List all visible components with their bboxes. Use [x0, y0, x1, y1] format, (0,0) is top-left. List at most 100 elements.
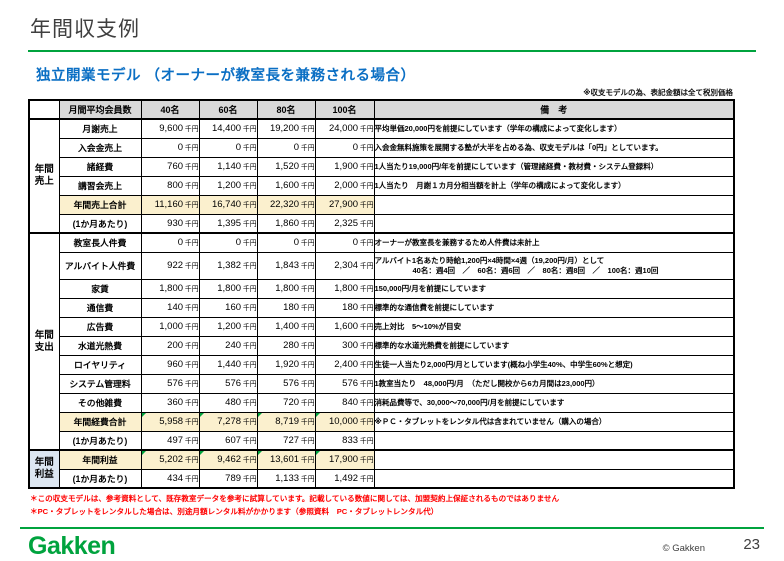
footnote-line: ＊この収支モデルは、参考資料として、既存教室データを参考に試算しています。記載し…	[30, 494, 560, 503]
table-row: 水道光熱費 200 千円 240 千円 280 千円 300 千円 標準的な水道光熱費を前…	[29, 335, 735, 356]
value-cell: 22,320 千円	[256, 194, 316, 215]
value-cell: 1,382 千円	[198, 251, 258, 280]
value-cell: 0 千円	[256, 232, 316, 253]
group-label: 年間 支出	[28, 232, 60, 451]
col-header-80: 80名	[256, 99, 316, 120]
value-cell: 2,304 千円	[314, 251, 375, 280]
col-header-members: 月間平均会員数	[58, 99, 142, 120]
value-cell: 0 千円	[314, 232, 375, 253]
value-cell: 760 千円	[140, 156, 200, 177]
value-cell: 0 千円	[256, 137, 316, 158]
value-cell: 10,000 千円	[314, 411, 375, 432]
table-row: ロイヤリティ 960 千円 1,440 千円 1,920 千円 2,400 千円 生徒一人…	[29, 354, 735, 375]
remark-cell: アルバイト1名あたり時給1,200円×4時間×4週（19,200円/月）として 4…	[373, 251, 735, 280]
remark-cell: 標準的な水道光熱費を前提にしています	[373, 335, 735, 356]
row-label: 年間経費合計	[58, 411, 142, 432]
remark-cell: オーナーが教室長を兼務するため人件費は未計上	[373, 232, 735, 253]
value-cell: 1,492 千円	[314, 468, 375, 489]
value-cell: 576 千円	[256, 373, 316, 394]
value-cell: 840 千円	[314, 392, 375, 413]
value-cell: 19,200 千円	[256, 118, 316, 139]
col-header-100: 100名	[314, 99, 375, 120]
value-cell: 1,800 千円	[140, 278, 200, 299]
model-subtitle: 独立開業モデル （オーナーが教室長を兼務される場合）	[36, 68, 416, 84]
table-row: 年間売上合計 11,160 千円 16,740 千円 22,320 千円 27,900 …	[29, 194, 735, 215]
value-cell: 0 千円	[140, 232, 200, 253]
value-cell: 576 千円	[140, 373, 200, 394]
value-cell: 480 千円	[198, 392, 258, 413]
gakken-logo: Gakken	[28, 532, 116, 560]
value-cell: 800 千円	[140, 175, 200, 196]
value-cell: 727 千円	[256, 430, 316, 451]
value-cell: 2,000 千円	[314, 175, 375, 196]
value-cell: 240 千円	[198, 335, 258, 356]
value-cell: 11,160 千円	[140, 194, 200, 215]
value-cell: 5,958 千円	[140, 411, 200, 432]
remark-cell: 消耗品費等で、30,000～70,000円/月を前提にしています	[373, 392, 735, 413]
table-row: (1か月あたり) 434 千円 789 千円 1,133 千円 1,492 千円	[29, 468, 735, 489]
row-label: システム管理料	[58, 373, 142, 394]
value-cell: 833 千円	[314, 430, 375, 451]
footnotes: ＊この収支モデルは、参考資料として、既存教室データを参考に試算しています。記載し…	[30, 492, 559, 518]
value-cell: 0 千円	[198, 137, 258, 158]
row-label: 水道光熱費	[58, 335, 142, 356]
table-header-row: 月間平均会員数 40名 60名 80名 100名 備 考	[28, 99, 735, 120]
tax-note: ※収支モデルの為、表記金額は全て税別価格	[583, 88, 733, 97]
page-title: 年間収支例	[30, 18, 140, 41]
model-table-body: 年間 売上 月謝売上 9,600 千円 14,400 千円 19,200 千円 24,000…	[28, 118, 735, 489]
value-cell: 1,000 千円	[140, 316, 200, 337]
value-cell: 497 千円	[140, 430, 200, 451]
value-cell: 300 千円	[314, 335, 375, 356]
value-cell: 24,000 千円	[314, 118, 375, 139]
value-cell: 789 千円	[198, 468, 258, 489]
income-expense-table: 月間平均会員数 40名 60名 80名 100名 備 考 年間 売上 月謝売上 9,6…	[28, 99, 735, 489]
table-row: 通信費 140 千円 160 千円 180 千円 180 千円 標準的な通信費を前提にして…	[29, 297, 735, 318]
table-row: 年間 利益 年間利益 5,202 千円 9,462 千円 13,601 千円 17,900 …	[28, 449, 735, 489]
value-cell: 1,600 千円	[256, 175, 316, 196]
remark-cell: 生徒一人当たり2,000円/月としています(概ね小学生40%、中学生60%と想定…	[373, 354, 735, 375]
value-cell: 1,140 千円	[198, 156, 258, 177]
table-row: 諸経費 760 千円 1,140 千円 1,520 千円 1,900 千円 1人当たり19…	[29, 156, 735, 177]
remark-cell	[373, 449, 735, 470]
group-label: 年間 利益	[28, 449, 60, 489]
value-cell: 930 千円	[140, 213, 200, 234]
page-number: 23	[743, 536, 760, 553]
row-label: 教室長人件費	[58, 232, 142, 253]
value-cell: 1,600 千円	[314, 316, 375, 337]
table-row: (1か月あたり) 930 千円 1,395 千円 1,860 千円 2,325 千円	[29, 213, 735, 234]
value-cell: 1,400 千円	[256, 316, 316, 337]
row-label: 諸経費	[58, 156, 142, 177]
table-row: 年間経費合計 5,958 千円 7,278 千円 8,719 千円 10,000 千円 ※…	[29, 411, 735, 432]
value-cell: 140 千円	[140, 297, 200, 318]
table-row: 家賃 1,800 千円 1,800 千円 1,800 千円 1,800 千円 150,00…	[29, 278, 735, 299]
row-label: (1か月あたり)	[58, 213, 142, 234]
row-label: アルバイト人件費	[58, 251, 142, 280]
remark-cell: 1教室当たり 48,000円/月 （ただし開校から6カ月間は23,000円）	[373, 373, 735, 394]
value-cell: 9,462 千円	[198, 449, 258, 470]
value-cell: 607 千円	[198, 430, 258, 451]
remark-cell: 売上対比 5～10%が目安	[373, 316, 735, 337]
remark-cell: 1人当たり19,000円/年を前提にしています（管理諸経費・教材費・システム登録…	[373, 156, 735, 177]
col-header-60: 60名	[198, 99, 258, 120]
value-cell: 1,920 千円	[256, 354, 316, 375]
footer-divider	[20, 527, 764, 529]
table-row: (1か月あたり) 497 千円 607 千円 727 千円 833 千円	[29, 430, 735, 451]
value-cell: 1,520 千円	[256, 156, 316, 177]
corner-cell	[28, 99, 60, 120]
value-cell: 922 千円	[140, 251, 200, 280]
col-header-remarks: 備 考	[373, 99, 735, 120]
row-label: 家賃	[58, 278, 142, 299]
value-cell: 9,600 千円	[140, 118, 200, 139]
value-cell: 0 千円	[198, 232, 258, 253]
copyright-text: © Gakken	[662, 543, 705, 554]
value-cell: 1,860 千円	[256, 213, 316, 234]
table-row: システム管理料 576 千円 576 千円 576 千円 576 千円 1教室当たり 48…	[29, 373, 735, 394]
remark-cell: 1人当たり 月謝１カ月分相当額を計上（学年の構成によって変化します）	[373, 175, 735, 196]
value-cell: 434 千円	[140, 468, 200, 489]
value-cell: 200 千円	[140, 335, 200, 356]
table-row: アルバイト人件費 922 千円 1,382 千円 1,843 千円 2,304 千円 アル…	[29, 251, 735, 280]
remark-cell: ※ＰＣ・タブレットをレンタル代は含まれていません（購入の場合）	[373, 411, 735, 432]
value-cell: 1,800 千円	[314, 278, 375, 299]
col-header-40: 40名	[140, 99, 200, 120]
value-cell: 1,200 千円	[198, 175, 258, 196]
